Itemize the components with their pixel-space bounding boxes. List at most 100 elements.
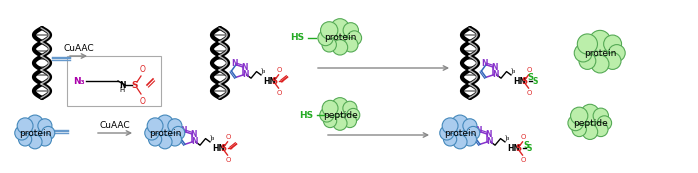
Text: N: N	[241, 63, 248, 72]
Text: N: N	[191, 137, 198, 146]
Text: S: S	[521, 77, 527, 86]
Text: N: N	[485, 130, 491, 139]
Text: N: N	[232, 59, 238, 68]
Circle shape	[442, 118, 458, 134]
Text: N: N	[482, 59, 488, 68]
Circle shape	[147, 118, 163, 134]
Circle shape	[333, 116, 347, 130]
Text: O: O	[140, 65, 146, 74]
Circle shape	[463, 133, 477, 146]
Circle shape	[449, 122, 471, 144]
Circle shape	[577, 34, 597, 54]
Text: O: O	[521, 157, 526, 163]
Circle shape	[568, 115, 584, 131]
Text: O: O	[527, 90, 533, 96]
Text: H: H	[119, 87, 124, 93]
Circle shape	[347, 31, 362, 45]
Text: S: S	[220, 144, 226, 153]
Circle shape	[38, 133, 52, 146]
Text: N₃: N₃	[73, 76, 84, 85]
Circle shape	[149, 133, 162, 146]
Text: protein: protein	[324, 34, 356, 43]
Text: HN: HN	[507, 144, 520, 153]
Text: CuAAC: CuAAC	[64, 44, 94, 53]
Text: N: N	[476, 126, 482, 135]
Text: O: O	[140, 97, 146, 106]
Text: HS: HS	[290, 34, 304, 43]
Circle shape	[38, 119, 52, 133]
Text: HN: HN	[513, 77, 526, 86]
Circle shape	[154, 122, 176, 144]
Circle shape	[443, 133, 456, 146]
Circle shape	[320, 22, 338, 39]
Circle shape	[343, 23, 359, 38]
Circle shape	[19, 133, 31, 146]
Text: O: O	[226, 157, 231, 163]
Circle shape	[27, 115, 43, 132]
Circle shape	[589, 30, 611, 52]
Text: N: N	[181, 126, 187, 135]
Circle shape	[15, 126, 29, 140]
Text: O: O	[226, 134, 231, 140]
Text: N: N	[491, 63, 498, 72]
Circle shape	[172, 126, 185, 140]
Circle shape	[582, 124, 597, 139]
Text: )₃: )₃	[209, 134, 215, 141]
Text: HN: HN	[263, 77, 276, 86]
Circle shape	[158, 135, 172, 149]
Circle shape	[156, 115, 173, 132]
Text: S: S	[515, 144, 521, 153]
Circle shape	[168, 133, 181, 146]
Text: O: O	[277, 67, 282, 73]
Circle shape	[347, 108, 359, 122]
Text: )₃: )₃	[261, 67, 266, 74]
Circle shape	[604, 53, 621, 69]
Circle shape	[593, 122, 608, 137]
Circle shape	[574, 44, 592, 62]
Text: S: S	[533, 77, 538, 86]
Circle shape	[323, 114, 336, 128]
Circle shape	[332, 40, 348, 55]
Circle shape	[609, 45, 625, 61]
Circle shape	[604, 35, 621, 53]
Text: CuAAC: CuAAC	[100, 121, 131, 130]
Text: protein: protein	[584, 48, 616, 57]
Circle shape	[332, 98, 348, 114]
Circle shape	[322, 38, 336, 52]
Circle shape	[318, 30, 333, 46]
Text: HN: HN	[212, 144, 225, 153]
Circle shape	[343, 38, 358, 52]
Text: N: N	[492, 70, 498, 79]
Circle shape	[453, 135, 467, 149]
Circle shape	[331, 19, 349, 37]
Text: N: N	[486, 137, 493, 146]
Circle shape	[328, 26, 352, 50]
Text: HS: HS	[299, 111, 313, 120]
Text: N: N	[119, 80, 126, 89]
Text: S: S	[527, 74, 533, 83]
Text: S: S	[523, 140, 529, 149]
Circle shape	[144, 126, 159, 140]
Text: S: S	[132, 80, 138, 89]
Text: S: S	[527, 144, 533, 153]
Circle shape	[466, 126, 480, 140]
Circle shape	[463, 119, 477, 133]
Circle shape	[579, 53, 596, 69]
Text: S: S	[271, 77, 277, 86]
Circle shape	[440, 126, 454, 140]
Circle shape	[168, 119, 182, 133]
Circle shape	[329, 104, 351, 126]
Circle shape	[17, 118, 33, 134]
Text: N: N	[242, 70, 248, 79]
Circle shape	[320, 108, 334, 122]
Circle shape	[586, 39, 614, 67]
Circle shape	[572, 122, 586, 137]
Circle shape	[24, 122, 46, 144]
Circle shape	[28, 135, 42, 149]
Circle shape	[42, 126, 55, 140]
Text: O: O	[521, 134, 526, 140]
Text: O: O	[527, 67, 533, 73]
Text: )₃: )₃	[511, 67, 516, 74]
Text: N: N	[190, 130, 197, 139]
Text: protein: protein	[19, 129, 51, 138]
